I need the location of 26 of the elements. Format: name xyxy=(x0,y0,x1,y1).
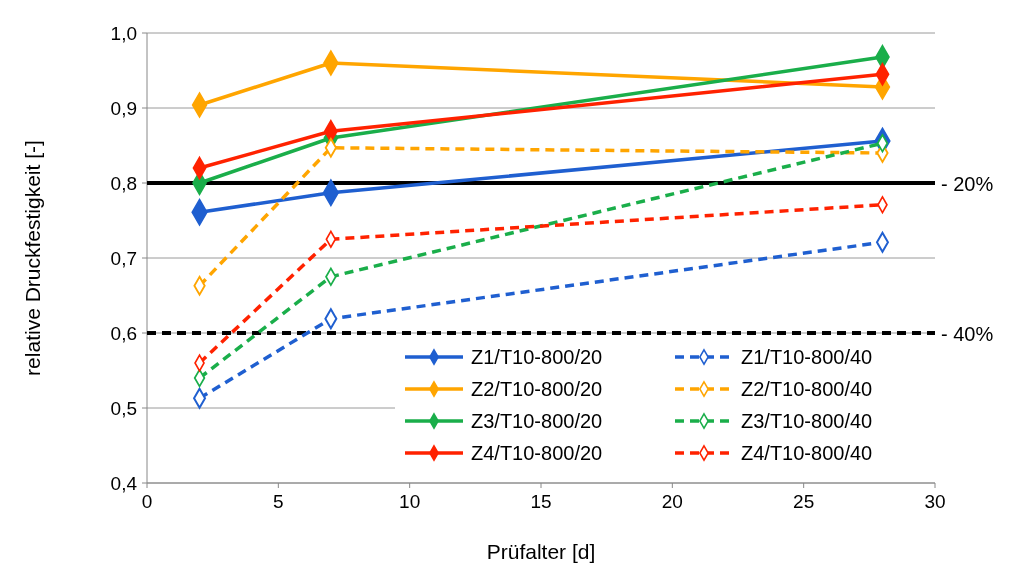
legend-label: Z4/T10-800/40 xyxy=(741,442,873,464)
y-tick-label: 1,0 xyxy=(110,23,137,44)
x-tick-label: 5 xyxy=(273,491,284,512)
legend-label: Z2/T10-800/20 xyxy=(471,378,603,400)
legend-label: Z3/T10-800/20 xyxy=(471,410,603,432)
x-tick-label: 25 xyxy=(793,491,815,512)
y-tick-label: 0,4 xyxy=(110,473,138,494)
text: - 40% xyxy=(941,323,994,345)
x-axis-title: Prüfalter [d] xyxy=(486,540,596,563)
x-tick-label: 20 xyxy=(661,491,683,512)
legend-label: Z2/T10-800/40 xyxy=(741,378,873,400)
y-tick-label: 0,6 xyxy=(110,323,137,344)
x-tick-label: 10 xyxy=(399,491,421,512)
legend-label: Z3/T10-800/40 xyxy=(741,410,873,432)
y-tick-label: 0,8 xyxy=(110,173,137,194)
legend-label: Z1/T10-800/20 xyxy=(471,346,603,368)
x-tick-label: 0 xyxy=(141,491,153,512)
text: - 20% xyxy=(941,173,994,195)
y-axis-title: relative Druckfestigkeit [-] xyxy=(21,140,44,376)
legend-label: Z4/T10-800/20 xyxy=(471,442,603,464)
y-tick-label: 0,7 xyxy=(110,248,137,269)
legend-label: Z1/T10-800/40 xyxy=(741,346,873,368)
y-tick-label: 0,5 xyxy=(110,398,137,419)
y-tick-label: 0,9 xyxy=(110,98,137,119)
x-tick-label: 15 xyxy=(530,491,552,512)
x-tick-label: 30 xyxy=(924,491,946,512)
